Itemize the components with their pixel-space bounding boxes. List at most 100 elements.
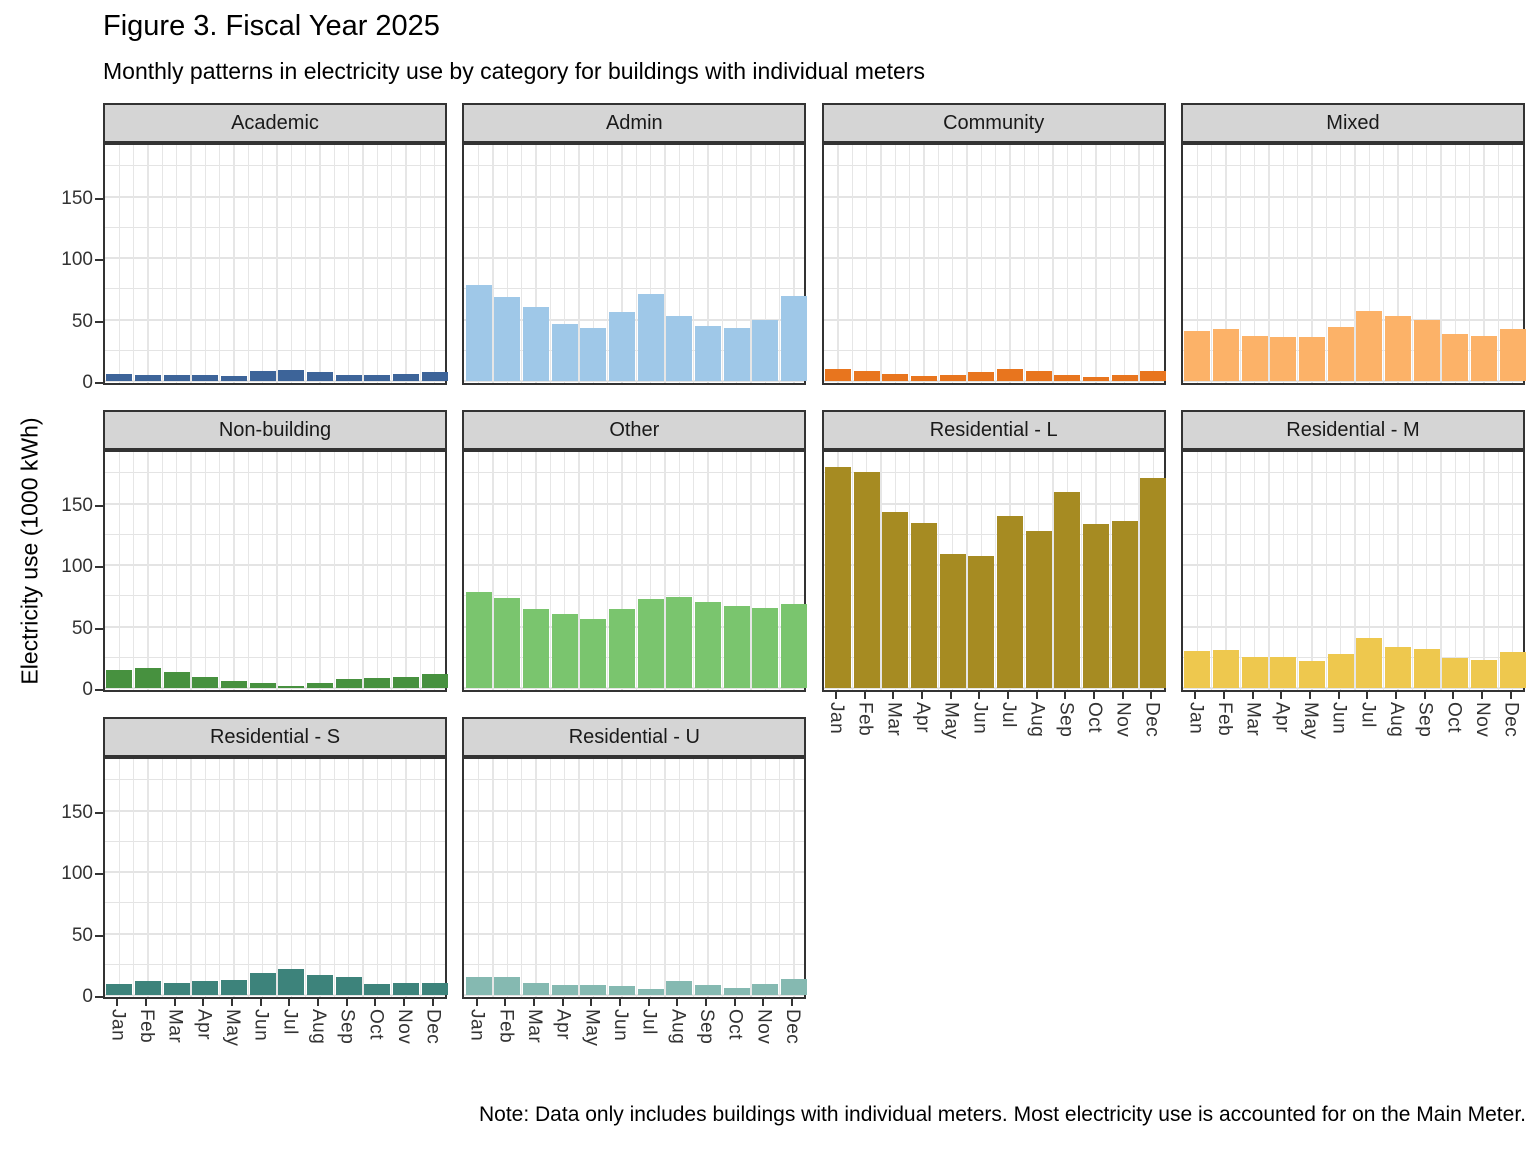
facet-strip: Non-building (103, 410, 447, 450)
gridline (464, 932, 805, 935)
gridline (649, 452, 652, 690)
x-tick-label: Nov (753, 1009, 775, 1045)
gridline (1196, 145, 1199, 383)
gridline (105, 687, 445, 689)
gridline (105, 779, 445, 781)
facet-strip: Residential - L (821, 410, 1166, 450)
bar (522, 982, 549, 995)
bar (1111, 520, 1138, 688)
axis-tick (892, 692, 895, 699)
gridline (1196, 452, 1199, 690)
gridline (464, 840, 805, 842)
gridline (1325, 145, 1328, 383)
gridline (304, 452, 307, 690)
gridline (333, 452, 336, 690)
gridline (823, 349, 1164, 351)
gridline (1282, 452, 1285, 690)
gridline (147, 759, 149, 997)
bar (221, 376, 247, 381)
gridline (464, 165, 805, 167)
gridline (105, 349, 445, 351)
bar (393, 676, 419, 688)
x-tick-label: May (581, 1009, 603, 1047)
gridline (793, 452, 795, 690)
gridline (664, 145, 666, 383)
gridline (966, 452, 968, 690)
gridline (937, 452, 940, 690)
axis-tick (920, 692, 923, 699)
x-tick-label: Sep (1055, 702, 1077, 738)
x-tick-label: Mar (1242, 702, 1264, 737)
bar (364, 678, 391, 688)
gridline (1282, 145, 1285, 383)
gridline (347, 145, 350, 383)
bar (522, 307, 549, 381)
gridline (851, 452, 854, 690)
gridline (1210, 452, 1213, 690)
bar (1499, 652, 1526, 688)
facet-panel (462, 757, 807, 999)
gridline (750, 145, 752, 383)
axis-tick (431, 999, 434, 1006)
gridline (592, 145, 595, 383)
gridline (1497, 145, 1500, 383)
x-tick-label: Dec (1141, 702, 1163, 738)
axis-tick (618, 999, 621, 1006)
bar (666, 315, 693, 381)
gridline (319, 452, 321, 690)
gridline (735, 145, 738, 383)
bar (278, 969, 305, 995)
x-tick-label: Sep (336, 1009, 358, 1045)
bar (278, 369, 305, 381)
axis-tick (561, 999, 564, 1006)
gridline (506, 759, 509, 997)
gridline (218, 452, 221, 690)
bar (853, 471, 880, 688)
bar (494, 598, 521, 688)
gridline (464, 472, 805, 474)
axis-tick (1092, 692, 1095, 699)
bar (522, 609, 549, 688)
facet-strip: Mixed (1180, 103, 1525, 143)
facet-strip: Residential - S (103, 717, 447, 757)
bar (1442, 334, 1469, 381)
axis-tick (1194, 692, 1197, 699)
gridline (105, 932, 445, 935)
gridline (707, 145, 709, 383)
y-tick-label: 100 (61, 863, 93, 884)
x-tick-label: May (940, 702, 962, 740)
gridline (692, 452, 695, 690)
bar (1270, 336, 1297, 381)
axis-tick (1337, 692, 1340, 699)
gridline (823, 226, 1164, 228)
gridline (261, 145, 264, 383)
gridline (721, 452, 724, 690)
gridline (105, 871, 445, 873)
axis-tick (95, 811, 103, 814)
gridline (1268, 452, 1270, 690)
axis-tick (403, 999, 405, 1006)
gridline (105, 533, 445, 535)
gridline (492, 145, 494, 383)
gridline (118, 452, 121, 690)
axis-tick (733, 999, 736, 1006)
gridline (678, 759, 681, 997)
gridline (276, 452, 278, 690)
axis-tick (1121, 692, 1124, 699)
y-tick-label: 50 (71, 924, 93, 946)
facet-panel (1180, 143, 1526, 385)
chart-subtitle: Monthly patterns in electricity use by c… (103, 58, 925, 84)
x-tick-label: Jan (1185, 702, 1207, 735)
gridline (664, 452, 666, 690)
y-tick-label: 150 (61, 801, 93, 823)
bar (1384, 647, 1411, 688)
gridline (880, 145, 882, 383)
gridline (105, 288, 445, 290)
gridline (520, 759, 523, 997)
gridline (764, 759, 767, 997)
bar (1270, 657, 1297, 688)
gridline (1182, 226, 1523, 228)
gridline (649, 759, 652, 997)
gridline (1182, 318, 1523, 321)
bar (307, 372, 333, 381)
